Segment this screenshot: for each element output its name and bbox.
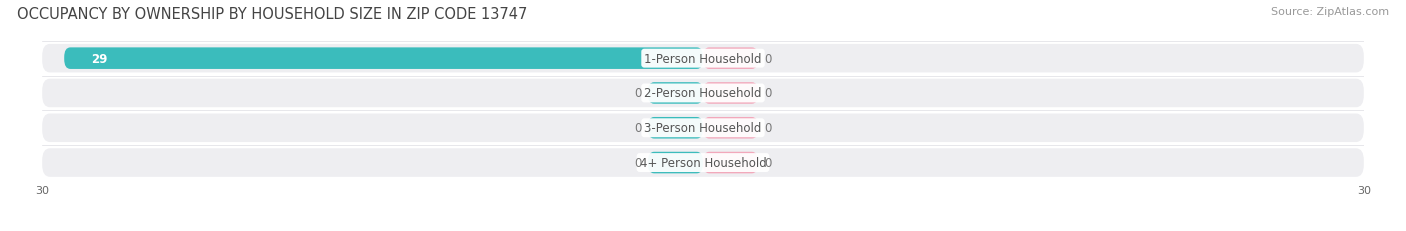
FancyBboxPatch shape (648, 152, 703, 174)
FancyBboxPatch shape (42, 45, 1364, 73)
Text: 0: 0 (634, 122, 641, 135)
Text: OCCUPANCY BY OWNERSHIP BY HOUSEHOLD SIZE IN ZIP CODE 13747: OCCUPANCY BY OWNERSHIP BY HOUSEHOLD SIZE… (17, 7, 527, 22)
FancyBboxPatch shape (42, 149, 1364, 177)
FancyBboxPatch shape (42, 114, 1364, 142)
Text: 2-Person Household: 2-Person Household (644, 87, 762, 100)
Text: 4+ Person Household: 4+ Person Household (640, 156, 766, 169)
Text: 3-Person Household: 3-Person Household (644, 122, 762, 135)
FancyBboxPatch shape (648, 118, 703, 139)
FancyBboxPatch shape (703, 118, 758, 139)
Text: 0: 0 (765, 156, 772, 169)
FancyBboxPatch shape (703, 152, 758, 174)
Text: 0: 0 (765, 122, 772, 135)
FancyBboxPatch shape (703, 48, 758, 70)
FancyBboxPatch shape (703, 83, 758, 104)
FancyBboxPatch shape (648, 83, 703, 104)
Text: 0: 0 (634, 156, 641, 169)
Text: 1-Person Household: 1-Person Household (644, 52, 762, 65)
Text: 29: 29 (90, 52, 107, 65)
FancyBboxPatch shape (42, 79, 1364, 108)
Text: Source: ZipAtlas.com: Source: ZipAtlas.com (1271, 7, 1389, 17)
Text: 0: 0 (634, 87, 641, 100)
Text: 0: 0 (765, 52, 772, 65)
Text: 0: 0 (765, 87, 772, 100)
FancyBboxPatch shape (65, 48, 703, 70)
